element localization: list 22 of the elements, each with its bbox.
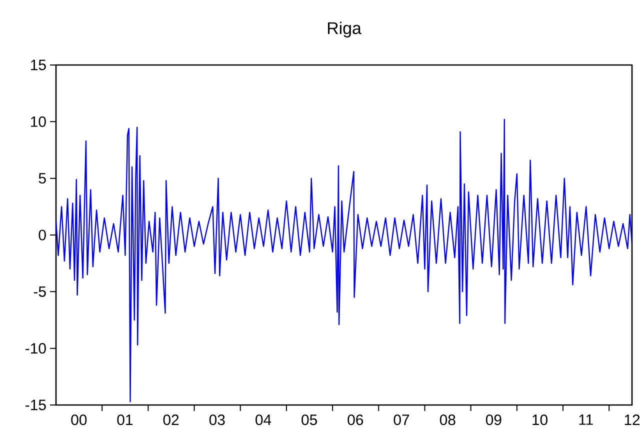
x-tick-label: 06 bbox=[348, 414, 364, 426]
x-tick-label: 09 bbox=[486, 414, 502, 426]
y-tick-label: -10 bbox=[26, 343, 46, 354]
x-tick-label: 04 bbox=[256, 414, 272, 426]
x-tick-label: 12 bbox=[624, 414, 640, 425]
y-tick-label: 10 bbox=[31, 116, 46, 127]
x-tick-label: 07 bbox=[394, 414, 410, 426]
chart-title: Riga bbox=[328, 22, 362, 38]
y-tick-label: -15 bbox=[26, 400, 46, 410]
y-tick-label: 5 bbox=[38, 173, 46, 184]
x-tick-label: 01 bbox=[117, 414, 133, 426]
x-tick-label: 10 bbox=[532, 414, 548, 426]
x-tick-label: 08 bbox=[440, 414, 456, 426]
line-series bbox=[56, 118, 632, 402]
x-tick-label: 03 bbox=[209, 414, 225, 426]
y-tick-label: -5 bbox=[34, 286, 46, 297]
x-tick-label: 02 bbox=[163, 414, 179, 426]
y-tick-label: 15 bbox=[31, 60, 46, 70]
x-tick-label: 00 bbox=[71, 414, 87, 426]
x-tick-label: 05 bbox=[302, 414, 317, 426]
y-tick-label: 0 bbox=[38, 230, 46, 240]
x-tick-label: 11 bbox=[579, 414, 593, 425]
